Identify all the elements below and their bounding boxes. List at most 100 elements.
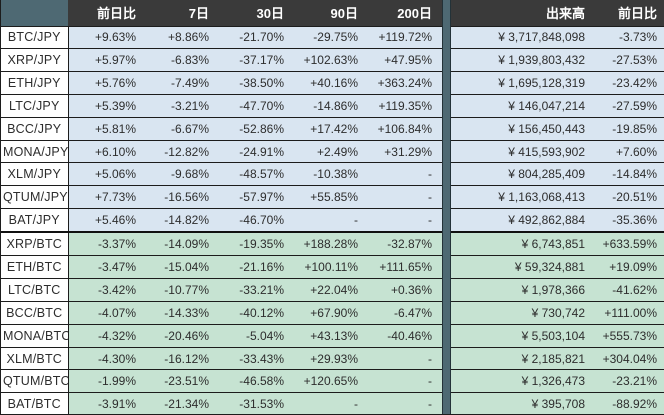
change-cell: -24.91% [219, 139, 294, 163]
change-cell: +47.95% [368, 48, 442, 72]
volume-day-change-cell: +19.09% [595, 255, 664, 279]
change-cell: -38.50% [219, 71, 294, 95]
volume-day-change-cell: -23.42% [595, 71, 664, 95]
table-row: BCC/JPY +5.81% -6.67% -52.86% +17.42% +106.84… [1, 116, 664, 141]
pair-cell[interactable]: MONA/BTC [1, 323, 69, 348]
table-row: ETH/BTC -3.47% -15.04% -21.16% +100.11% +111.… [1, 255, 664, 279]
section-divider-cell [442, 185, 451, 209]
change-cell: -4.30% [68, 346, 146, 370]
table-row: LTC/JPY +5.39% -3.21% -47.70% -14.86% +119.35… [1, 93, 664, 118]
change-cell: -46.70% [219, 208, 294, 233]
pair-cell[interactable]: LTC/BTC [1, 278, 69, 302]
change-cell: +31.29% [368, 139, 442, 163]
volume-cell: ¥ 1,163,068,413 [451, 185, 595, 209]
change-cell: -32.87% [368, 231, 442, 256]
section-divider-cell [442, 139, 451, 163]
change-cell: +6.10% [68, 139, 146, 163]
header-30d: 30日 [219, 0, 294, 26]
pair-cell[interactable]: XLM/JPY [1, 162, 69, 186]
table-row: QTUM/JPY +7.73% -16.56% -57.97% +55.85% - ¥ 1,… [1, 185, 664, 209]
change-cell: +5.97% [68, 48, 146, 72]
change-cell: +102.63% [294, 48, 368, 72]
volume-day-change-cell: +7.60% [595, 139, 664, 163]
volume-day-change-cell: -88.92% [595, 392, 664, 414]
volume-cell: ¥ 156,450,443 [451, 116, 595, 141]
volume-cell: ¥ 59,324,881 [451, 255, 595, 279]
section-divider-cell [442, 369, 451, 393]
header-day-change: 前日比 [68, 0, 146, 26]
pair-cell[interactable]: XRP/BTC [1, 231, 69, 256]
section-divider-cell [442, 231, 451, 256]
pair-cell[interactable]: BTC/JPY [1, 25, 69, 49]
volume-cell: ¥ 804,285,409 [451, 162, 595, 186]
change-cell: -6.83% [146, 48, 219, 72]
change-cell: +5.81% [68, 116, 146, 141]
change-cell: +5.06% [68, 162, 146, 186]
table-row: MONA/BTC -4.32% -20.46% -5.04% +43.13% -40.46… [1, 323, 664, 348]
change-cell: -12.82% [146, 139, 219, 163]
change-cell: +0.36% [368, 278, 442, 302]
volume-day-change-cell: -27.53% [595, 48, 664, 72]
pair-cell[interactable]: LTC/JPY [1, 93, 69, 118]
change-cell: -7.49% [146, 71, 219, 95]
pair-cell[interactable]: BAT/BTC [1, 392, 69, 414]
volume-day-change-cell: -20.51% [595, 185, 664, 209]
change-cell: +100.11% [294, 255, 368, 279]
volume-cell: ¥ 1,978,366 [451, 278, 595, 302]
change-cell: - [368, 208, 442, 233]
volume-day-change-cell: +555.73% [595, 323, 664, 348]
change-cell: -4.32% [68, 323, 146, 348]
volume-cell: ¥ 1,326,473 [451, 369, 595, 393]
pair-cell[interactable]: ETH/BTC [1, 255, 69, 279]
change-cell: +119.35% [368, 93, 442, 118]
pair-cell[interactable]: ETH/JPY [1, 71, 69, 95]
change-cell: -48.57% [219, 162, 294, 186]
change-cell: -23.51% [146, 369, 219, 393]
table-row: BTC/JPY +9.63% +8.86% -21.70% -29.75% +119.72… [1, 25, 664, 49]
volume-cell: ¥ 3,717,848,098 [451, 25, 595, 49]
pair-cell[interactable]: BAT/JPY [1, 208, 69, 233]
change-cell: -14.82% [146, 208, 219, 233]
pair-cell[interactable]: BCC/BTC [1, 300, 69, 325]
volume-day-change-cell: +304.04% [595, 346, 664, 370]
change-cell: +2.49% [294, 139, 368, 163]
change-cell: -14.86% [294, 93, 368, 118]
change-cell: +363.24% [368, 71, 442, 95]
change-cell: - [294, 392, 368, 414]
change-cell: -20.46% [146, 323, 219, 348]
change-cell: +67.90% [294, 300, 368, 325]
change-cell: -3.47% [68, 255, 146, 279]
section-divider-cell [442, 116, 451, 141]
change-cell: +7.73% [68, 185, 146, 209]
table-row: MONA/JPY +6.10% -12.82% -24.91% +2.49% +31.29… [1, 139, 664, 163]
section-divider-cell [442, 255, 451, 279]
pair-cell[interactable]: MONA/JPY [1, 139, 69, 163]
section-divider-cell [442, 71, 451, 95]
table-row: QTUM/BTC -1.99% -23.51% -46.58% +120.65% - ¥ 1… [1, 369, 664, 393]
volume-day-change-cell: +633.59% [595, 231, 664, 256]
change-cell: -33.21% [219, 278, 294, 302]
change-cell: +22.04% [294, 278, 368, 302]
change-cell: - [368, 185, 442, 209]
pair-cell[interactable]: QTUM/JPY [1, 185, 69, 209]
change-cell: +120.65% [294, 369, 368, 393]
pair-cell[interactable]: BCC/JPY [1, 116, 69, 141]
change-cell: +40.16% [294, 71, 368, 95]
pair-cell[interactable]: XRP/JPY [1, 48, 69, 72]
section-divider-cell [442, 346, 451, 370]
change-cell: -10.77% [146, 278, 219, 302]
change-cell: -46.58% [219, 369, 294, 393]
change-cell: -21.16% [219, 255, 294, 279]
volume-cell: ¥ 6,743,851 [451, 231, 595, 256]
volume-day-change-cell: -23.21% [595, 369, 664, 393]
change-cell: -21.34% [146, 392, 219, 414]
section-divider-cell [442, 278, 451, 302]
pair-cell[interactable]: XLM/BTC [1, 346, 69, 370]
change-cell: -10.38% [294, 162, 368, 186]
change-cell: +29.93% [294, 346, 368, 370]
volume-cell: ¥ 5,503,104 [451, 323, 595, 348]
pair-cell[interactable]: QTUM/BTC [1, 369, 69, 393]
section-divider-cell [442, 208, 451, 233]
